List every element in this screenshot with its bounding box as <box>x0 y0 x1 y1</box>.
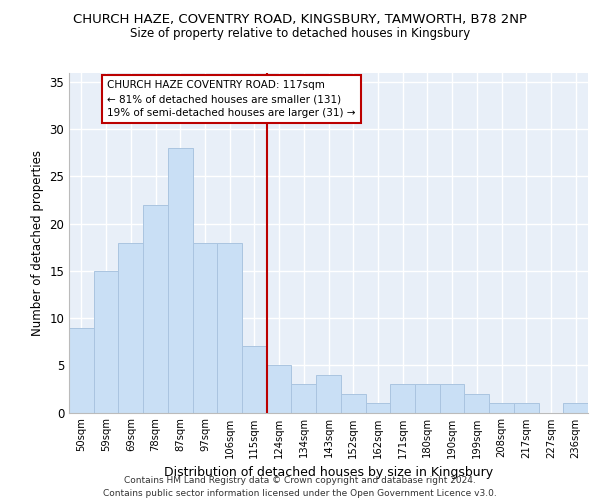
Bar <box>168 148 193 412</box>
Bar <box>69 328 94 412</box>
Bar <box>489 403 514 412</box>
Bar <box>143 204 168 412</box>
Text: Contains HM Land Registry data © Crown copyright and database right 2024.: Contains HM Land Registry data © Crown c… <box>124 476 476 485</box>
Text: Size of property relative to detached houses in Kingsbury: Size of property relative to detached ho… <box>130 28 470 40</box>
X-axis label: Distribution of detached houses by size in Kingsbury: Distribution of detached houses by size … <box>164 466 493 479</box>
Bar <box>440 384 464 412</box>
Bar <box>563 403 588 412</box>
Bar <box>217 242 242 412</box>
Bar <box>341 394 365 412</box>
Text: CHURCH HAZE COVENTRY ROAD: 117sqm
← 81% of detached houses are smaller (131)
19%: CHURCH HAZE COVENTRY ROAD: 117sqm ← 81% … <box>107 80 356 118</box>
Bar <box>193 242 217 412</box>
Bar <box>390 384 415 412</box>
Bar <box>242 346 267 412</box>
Bar <box>514 403 539 412</box>
Bar <box>415 384 440 412</box>
Bar <box>267 366 292 412</box>
Bar <box>365 403 390 412</box>
Text: CHURCH HAZE, COVENTRY ROAD, KINGSBURY, TAMWORTH, B78 2NP: CHURCH HAZE, COVENTRY ROAD, KINGSBURY, T… <box>73 12 527 26</box>
Bar <box>464 394 489 412</box>
Bar <box>292 384 316 412</box>
Y-axis label: Number of detached properties: Number of detached properties <box>31 150 44 336</box>
Bar <box>316 374 341 412</box>
Bar <box>118 242 143 412</box>
Bar <box>94 271 118 412</box>
Text: Contains public sector information licensed under the Open Government Licence v3: Contains public sector information licen… <box>103 489 497 498</box>
